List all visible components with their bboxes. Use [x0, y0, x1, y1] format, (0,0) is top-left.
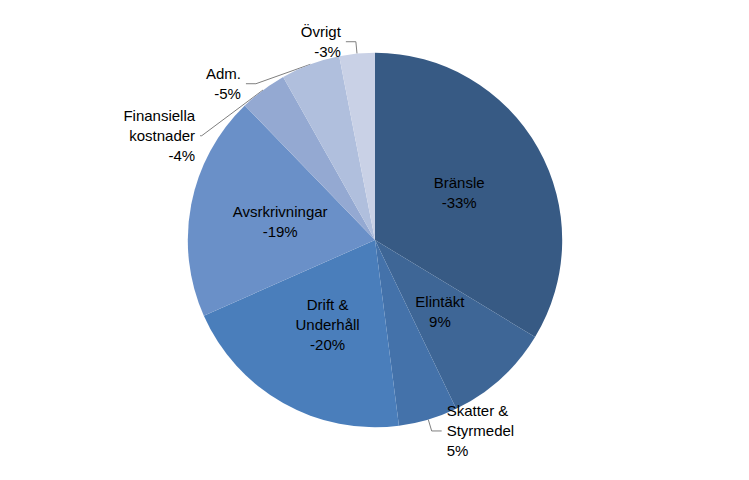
svg-text:Drift &: Drift & — [307, 296, 349, 313]
svg-text:-5%: -5% — [214, 85, 241, 102]
svg-text:kostnader: kostnader — [129, 127, 195, 144]
svg-text:-3%: -3% — [314, 43, 341, 60]
svg-text:Avsrkrivningar: Avsrkrivningar — [233, 203, 328, 220]
svg-text:Finansiella: Finansiella — [123, 107, 195, 124]
svg-text:-20%: -20% — [310, 336, 345, 353]
svg-text:Styrmedel: Styrmedel — [447, 422, 515, 439]
svg-text:Skatter &: Skatter & — [447, 402, 509, 419]
svg-text:-19%: -19% — [263, 223, 298, 240]
svg-text:Underhåll: Underhåll — [295, 316, 359, 333]
svg-text:5%: 5% — [447, 442, 469, 459]
svg-text:-4%: -4% — [168, 147, 195, 164]
svg-text:9%: 9% — [429, 313, 451, 330]
svg-text:Övrigt: Övrigt — [301, 23, 342, 40]
svg-text:Elintäkt: Elintäkt — [415, 293, 465, 310]
svg-text:-33%: -33% — [442, 194, 477, 211]
svg-text:Bränsle: Bränsle — [434, 174, 485, 191]
svg-text:Adm.: Adm. — [206, 65, 241, 82]
